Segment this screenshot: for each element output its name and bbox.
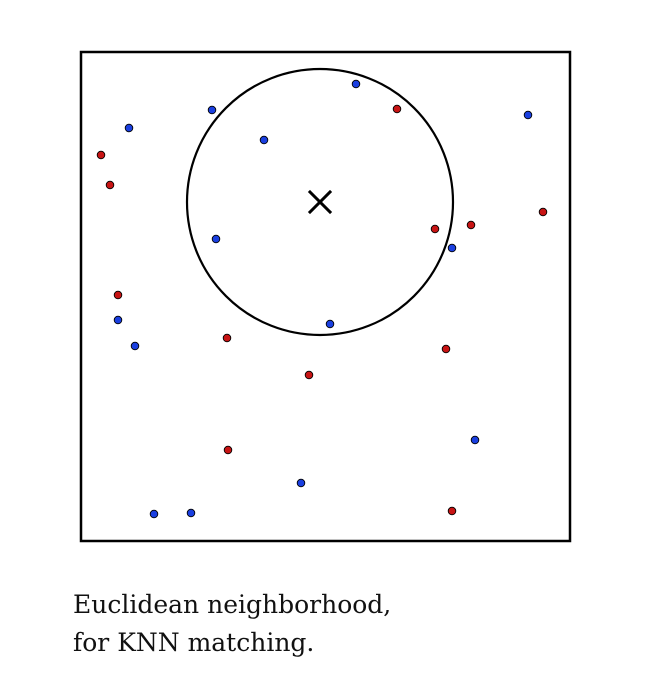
data-point-red [538, 207, 548, 217]
query-x-stroke-2 [307, 189, 333, 215]
data-point-blue [124, 123, 134, 133]
data-point-blue [207, 105, 217, 115]
data-point-red [392, 104, 402, 114]
knn-neighborhood-diagram [79, 50, 572, 543]
data-point-blue [186, 508, 196, 518]
data-point-red [466, 220, 476, 230]
query-point-x-marker [307, 189, 333, 215]
data-point-red [222, 333, 232, 343]
data-point-blue [470, 435, 480, 445]
data-points-layer [96, 79, 548, 519]
data-point-blue [211, 234, 221, 244]
euclidean-neighborhood-circle [185, 67, 455, 337]
data-point-blue [325, 319, 335, 329]
data-point-red [105, 180, 115, 190]
data-point-red [304, 370, 314, 380]
data-point-red [223, 445, 233, 455]
data-point-blue [130, 341, 140, 351]
caption-line-1: Euclidean neighborhood, [73, 590, 392, 619]
data-point-red [96, 150, 106, 160]
data-point-red [441, 344, 451, 354]
caption-line-2: for KNN matching. [73, 628, 315, 657]
feature-space-frame [79, 50, 572, 543]
data-point-red [430, 224, 440, 234]
data-point-blue [113, 315, 123, 325]
data-point-blue [351, 79, 361, 89]
data-point-blue [447, 243, 457, 253]
figure-caption: Euclidean neighborhood, for KNN matching… [73, 586, 633, 662]
data-point-blue [149, 509, 159, 519]
data-point-blue [523, 110, 533, 120]
data-point-red [113, 290, 123, 300]
data-point-blue [296, 478, 306, 488]
data-point-red [447, 506, 457, 516]
data-point-blue [259, 135, 269, 145]
